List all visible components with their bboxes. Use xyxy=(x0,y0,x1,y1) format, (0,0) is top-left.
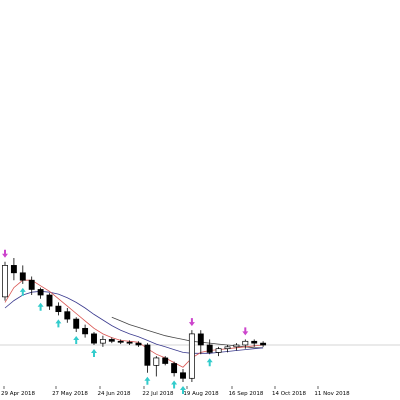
x-axis: 29 Apr 2018 27 May 2018 24 Jun 2018 22 Jul … xyxy=(1,386,350,397)
candle-body xyxy=(206,344,213,353)
candle-body xyxy=(171,363,178,374)
candle-body xyxy=(28,279,35,290)
x-tick-label: 19 Aug 2018 xyxy=(183,391,219,397)
candle-body xyxy=(144,344,151,366)
candle-body xyxy=(2,265,8,298)
candle xyxy=(2,261,8,301)
candle xyxy=(10,258,17,281)
candle-body xyxy=(19,272,26,281)
candle xyxy=(224,344,231,353)
candle-body xyxy=(153,357,160,366)
signal-arrows-layer xyxy=(2,249,249,394)
candle xyxy=(162,356,169,366)
candle-body xyxy=(73,318,80,329)
sell-arrow-icon xyxy=(188,318,195,327)
buy-arrow-icon xyxy=(206,358,213,367)
candle-body xyxy=(135,342,142,346)
candle-body xyxy=(99,339,106,344)
candle xyxy=(117,339,124,345)
buy-arrow-icon xyxy=(180,386,186,394)
moving-averages-layer xyxy=(4,279,264,368)
candle-body xyxy=(91,333,97,344)
candle-body xyxy=(82,327,89,335)
candle-body xyxy=(224,346,231,350)
candle-body xyxy=(37,289,44,296)
x-tick-label: 14 Oct 2018 xyxy=(272,391,307,397)
x-tick-label: 11 Nov 2018 xyxy=(314,391,350,397)
x-tick-label: 24 Jun 2018 xyxy=(97,391,131,397)
candle xyxy=(206,339,213,355)
candle-body xyxy=(251,340,258,344)
candle xyxy=(171,361,178,377)
buy-arrow-icon xyxy=(19,287,26,296)
candle xyxy=(55,302,62,316)
buy-arrow-icon xyxy=(73,336,80,345)
buy-arrow-icon xyxy=(37,302,44,311)
candle-body xyxy=(242,340,249,346)
x-tick-label: 16 Sep 2018 xyxy=(229,391,264,397)
candle xyxy=(99,335,106,347)
candle xyxy=(242,339,249,349)
candle xyxy=(46,293,53,310)
candle xyxy=(37,287,44,299)
candle-body xyxy=(117,340,124,343)
candle xyxy=(64,307,71,323)
candle xyxy=(233,343,240,351)
candle-body xyxy=(46,294,53,307)
x-tick-label: 29 Apr 2018 xyxy=(1,391,36,397)
candle-body xyxy=(197,333,204,346)
candle-body xyxy=(180,372,186,379)
buy-arrow-icon xyxy=(55,319,62,328)
buy-arrow-icon xyxy=(144,376,151,385)
candle-body xyxy=(64,311,71,320)
candle xyxy=(135,341,142,347)
candle-body xyxy=(215,348,222,353)
candle xyxy=(91,332,97,345)
candle xyxy=(82,324,89,338)
buy-arrow-icon xyxy=(171,380,178,389)
candles-layer xyxy=(2,258,267,382)
candle xyxy=(260,341,267,347)
x-tick-label: 27 May 2018 xyxy=(52,391,88,397)
upper-line xyxy=(111,316,264,349)
candle xyxy=(215,346,222,357)
candle-body xyxy=(162,357,169,364)
candle xyxy=(73,317,80,333)
candle xyxy=(251,339,258,347)
candle xyxy=(188,330,195,382)
buy-arrow-icon xyxy=(91,348,97,357)
candle xyxy=(19,265,26,284)
candle-body xyxy=(233,344,240,348)
fast-moving-average xyxy=(4,279,264,368)
candle-body xyxy=(108,339,115,342)
candle-body xyxy=(188,333,195,379)
candle xyxy=(28,276,35,296)
candle-body xyxy=(260,342,267,346)
candle-body xyxy=(55,305,62,313)
candle-body xyxy=(10,265,17,274)
candle xyxy=(126,340,133,345)
candle xyxy=(153,356,160,377)
slow-moving-average xyxy=(4,290,264,354)
candle xyxy=(108,337,115,344)
candle xyxy=(180,369,186,382)
sell-arrow-icon xyxy=(242,327,249,336)
sell-arrow-icon xyxy=(2,249,8,258)
candle-body xyxy=(126,341,133,344)
x-tick-label: 22 Jul 2018 xyxy=(142,391,174,397)
candle xyxy=(197,330,204,355)
candle xyxy=(144,343,151,373)
